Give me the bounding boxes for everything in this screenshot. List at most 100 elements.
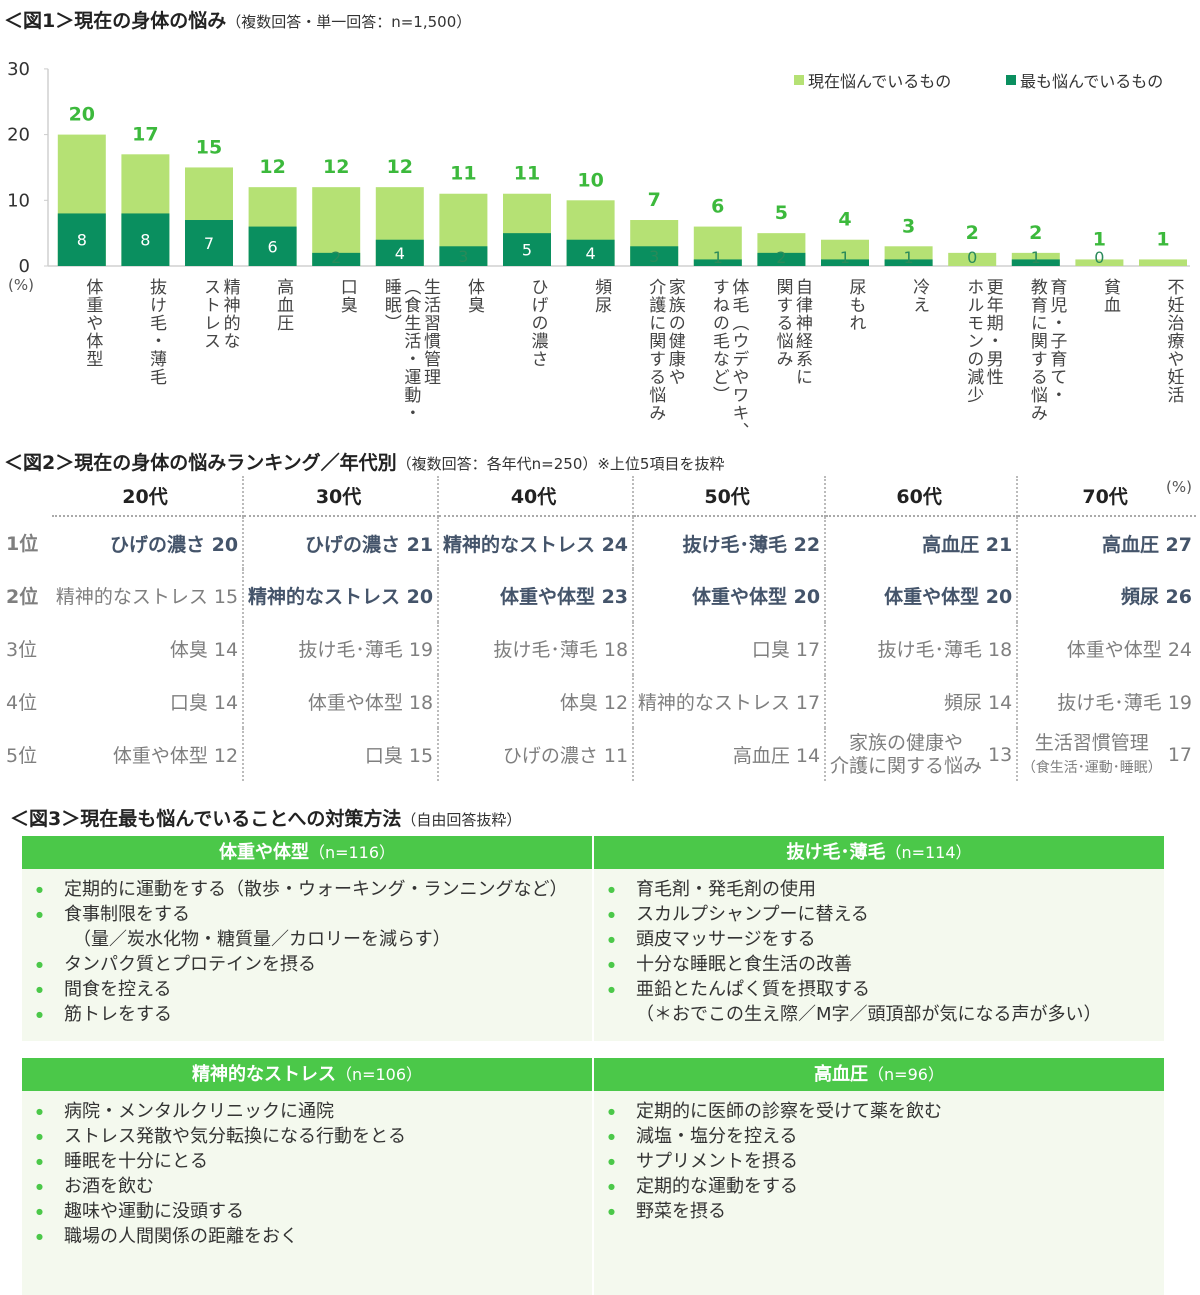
list-item-text: 病院・メンタルクリニックに通院 xyxy=(64,1101,334,1122)
table-cell: 家族の健康や 介護に関する悩み 13 xyxy=(825,728,1019,781)
data-label-most: 5 xyxy=(522,241,532,260)
table-cell: 精神的なストレス 17 xyxy=(633,675,827,728)
category-label: 高血圧 xyxy=(273,278,294,332)
list-item-text: スカルプシャンプーに替える xyxy=(636,904,869,925)
list-item-text: タンパク質とプロテインを摂る xyxy=(64,954,316,975)
list-item: ● 十分な睡眠と食生活の改善 xyxy=(608,952,1164,977)
bullet-icon: ● xyxy=(36,1207,43,1216)
bullet-icon: ● xyxy=(36,985,43,994)
data-label-most: 0 xyxy=(1094,248,1104,267)
list-item-text: 睡眠を十分にとる xyxy=(64,1151,208,1172)
table-cell: 抜け毛･薄毛 22 xyxy=(633,516,827,569)
list-item-text: お酒を飲む xyxy=(64,1176,154,1197)
bar-current xyxy=(948,252,997,266)
bullet-icon: ● xyxy=(36,1132,43,1141)
table-cell: 体臭 12 xyxy=(438,675,635,728)
data-label-current: 11 xyxy=(450,163,476,185)
table-row: 2位 精神的なストレス 15 精神的なストレス 20 体重や体型 23 体重や体型 20… xyxy=(0,569,1196,622)
list-item-text: 減塩・塩分を控える xyxy=(636,1126,798,1147)
bar-most xyxy=(312,252,361,266)
bullet-icon: ● xyxy=(608,935,615,944)
y-tick-label: 0 xyxy=(19,256,30,277)
bar-most xyxy=(1011,259,1060,266)
table-row: 5位 体重や体型 12 口臭 15 ひげの濃さ 11 高血圧 14 家族の健康や 介護に関す… xyxy=(0,728,1196,781)
data-label-most: 0 xyxy=(967,248,977,267)
list-item: ● 病院・メンタルクリニックに通院 xyxy=(36,1099,592,1124)
list-item-text: 職場の人間関係の距離をおく xyxy=(64,1226,298,1247)
list-item-text: 定期的な運動をする xyxy=(636,1176,798,1197)
data-label-current: 7 xyxy=(648,189,661,211)
category-label: 更年期・男性 ホルモンの減少 xyxy=(963,278,1003,404)
table-cell: 体重や体型 20 xyxy=(633,569,827,622)
column-header: 70代 xyxy=(1017,476,1196,517)
bar-most xyxy=(185,220,233,266)
list-item: （＊おでこの生え際／M字／頭頂部が気になる声が多い） xyxy=(608,1002,1164,1027)
countermeasure-box: 精神的なストレス（n=106） ● 病院・メンタルクリニックに通院 ● ストレス発散や気… xyxy=(22,1058,592,1295)
y-unit: (%) xyxy=(8,276,34,294)
legend-swatch xyxy=(794,75,804,85)
box-header: 精神的なストレス（n=106） xyxy=(22,1058,592,1091)
table-cell: 精神的なストレス 20 xyxy=(243,569,440,622)
y-tick-label: 10 xyxy=(7,190,30,211)
legend-label: 現在悩んでいるもの xyxy=(808,72,952,91)
ranking-table: 20代 30代 40代 50代 60代 70代 1位 ひげの濃さ 20 ひげの濃さ 21 精神的な… xyxy=(0,476,1196,781)
rank-label: 4位 xyxy=(6,692,38,714)
category-label: 育児・子育て・ 教育に関する悩み xyxy=(1026,278,1067,422)
fig2-title: ＜図2＞現在の身体の悩みランキング／年代別（複数回答：各年代n=250）※上位5… xyxy=(4,448,724,475)
list-item-text: （＊おでこの生え際／M字／頭頂部が気になる声が多い） xyxy=(636,1004,1102,1025)
category-label: ひげの濃さ xyxy=(527,278,548,368)
category-label: 自律神経系に 関する悩み xyxy=(772,278,812,386)
data-label-most: 7 xyxy=(204,234,214,253)
data-label-most: 8 xyxy=(140,231,150,250)
data-label-most: 1 xyxy=(713,248,723,267)
cell-value: 13 xyxy=(987,743,1013,766)
table-cell: 口臭 14 xyxy=(52,675,245,728)
y-tick-label: 30 xyxy=(7,59,30,80)
fig1-title: ＜図1＞現在の身体の悩み（複数回答・単一回答：n=1,500） xyxy=(4,6,471,33)
list-item: ● お酒を飲む xyxy=(36,1174,592,1199)
data-label-most: 2 xyxy=(776,248,786,267)
countermeasure-box: 体重や体型（n=116） ● 定期的に運動をする（散歩・ウォーキング・ランニングなど… xyxy=(22,836,592,1041)
list-item: ● 定期的に医師の診察を受けて薬を飲む xyxy=(608,1099,1164,1124)
cell-line: （食生活･運動･睡眠） xyxy=(1021,759,1162,776)
list-item: ● スカルプシャンプーに替える xyxy=(608,902,1164,927)
table-cell: 頻尿 26 xyxy=(1120,586,1192,608)
category-label: 精神的な ストレス xyxy=(200,278,240,350)
list-item: ● 職場の人間関係の距離をおく xyxy=(36,1224,592,1249)
box-list: ● 育毛剤・発毛剤の使用 ● スカルプシャンプーに替える ● 頭皮マッサージをする ● 十分な… xyxy=(594,869,1164,1041)
bar-most xyxy=(439,246,488,266)
data-label-current: 20 xyxy=(69,104,95,126)
bullet-icon: ● xyxy=(36,1010,43,1019)
bullet-icon: ● xyxy=(608,960,615,969)
list-item: （量／炭水化物・糖質量／カロリーを減らす） xyxy=(36,927,592,952)
category-label: 尿もれ xyxy=(845,278,866,332)
data-label-current: 3 xyxy=(902,215,915,237)
bar-most xyxy=(566,239,615,266)
bullet-icon: ● xyxy=(608,910,615,919)
table-cell: 高血圧 27 xyxy=(1101,533,1192,556)
list-item: ● 筋トレをする xyxy=(36,1002,592,1027)
table-cell: 体臭 14 xyxy=(52,622,245,675)
list-item-text: 亜鉛とたんぱく質を摂取する xyxy=(636,979,870,1000)
fig3-title-text: ＜図3＞現在最も悩んでいることへの対策方法 xyxy=(10,808,402,830)
table-row: 3位 体臭 14 抜け毛･薄毛 19 抜け毛･薄毛 18 口臭 17 抜け毛･薄毛 18 体… xyxy=(0,622,1196,675)
box-title: 抜け毛･薄毛 xyxy=(786,842,886,863)
bullet-icon: ● xyxy=(36,885,43,894)
box-title: 体重や体型 xyxy=(218,842,309,863)
table-cell: 抜け毛･薄毛 18 xyxy=(438,622,635,675)
cell-line: 生活習慣管理 xyxy=(1034,731,1149,754)
data-label-current: 11 xyxy=(514,163,540,185)
list-item-text: 食事制限をする xyxy=(64,904,190,925)
box-header: 高血圧（n=96） xyxy=(594,1058,1164,1091)
table-cell: ひげの濃さ 21 xyxy=(243,516,440,569)
bullet-icon: ● xyxy=(36,1157,43,1166)
box-list: ● 病院・メンタルクリニックに通院 ● ストレス発散や気分転換になる行動をとる ● 睡眠を… xyxy=(22,1091,592,1295)
legend-swatch xyxy=(1006,75,1016,85)
bar-most xyxy=(821,259,869,266)
box-list: ● 定期的に医師の診察を受けて薬を飲む ● 減塩・塩分を控える ● サプリメントを摂る ● 定… xyxy=(594,1091,1164,1295)
table-row: 1位 ひげの濃さ 20 ひげの濃さ 21 精神的なストレス 24 抜け毛･薄毛 22 高血… xyxy=(0,516,1196,569)
table-cell: 高血圧 14 xyxy=(633,728,827,781)
bullet-icon: ● xyxy=(36,910,43,919)
bullet-icon: ● xyxy=(608,1157,615,1166)
box-header: 体重や体型（n=116） xyxy=(22,836,592,869)
